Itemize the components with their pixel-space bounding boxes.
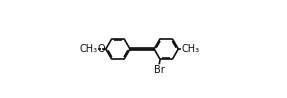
Text: Br: Br — [154, 65, 164, 75]
Text: CH₃: CH₃ — [79, 44, 98, 54]
Text: O: O — [98, 44, 106, 54]
Text: CH₃: CH₃ — [182, 44, 200, 54]
